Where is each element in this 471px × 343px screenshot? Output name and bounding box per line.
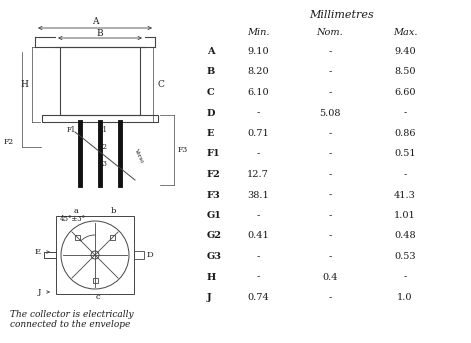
Text: H: H: [20, 80, 28, 89]
Text: b: b: [111, 207, 116, 215]
Text: 6.10: 6.10: [247, 88, 269, 97]
Text: 12.7: 12.7: [247, 170, 269, 179]
Text: -: -: [328, 232, 332, 240]
Text: 41.3: 41.3: [394, 190, 416, 200]
Text: D: D: [147, 251, 154, 259]
Text: J: J: [207, 293, 211, 302]
Text: -: -: [328, 88, 332, 97]
Text: -: -: [403, 272, 406, 282]
Text: a: a: [74, 207, 79, 215]
Bar: [56, 216, 134, 294]
Text: -: -: [328, 293, 332, 302]
Text: 0.41: 0.41: [247, 232, 269, 240]
Text: 9.10: 9.10: [247, 47, 269, 56]
Bar: [134, 251, 144, 259]
Bar: [75, 235, 80, 240]
Text: F3: F3: [207, 190, 221, 200]
Text: 0.53: 0.53: [394, 252, 416, 261]
Text: 5.08: 5.08: [319, 108, 341, 118]
Text: 0.51: 0.51: [394, 150, 416, 158]
Text: -: -: [328, 129, 332, 138]
Text: -: -: [403, 108, 406, 118]
Text: 6.60: 6.60: [394, 88, 416, 97]
Text: Millimetres: Millimetres: [309, 10, 374, 20]
Text: D: D: [207, 108, 215, 118]
Text: F3: F3: [178, 146, 188, 154]
Text: J: J: [38, 288, 41, 296]
Text: B: B: [97, 29, 103, 38]
Text: -: -: [256, 252, 260, 261]
Text: Max.: Max.: [393, 28, 417, 37]
Text: Verso: Verso: [133, 147, 144, 164]
Text: E: E: [35, 248, 41, 256]
Text: -: -: [328, 150, 332, 158]
Text: G3: G3: [98, 160, 108, 168]
Bar: [110, 235, 115, 240]
Text: -: -: [256, 272, 260, 282]
Text: -: -: [256, 150, 260, 158]
Text: 1.0: 1.0: [397, 293, 413, 302]
Text: C: C: [207, 88, 215, 97]
Text: F1: F1: [207, 150, 220, 158]
Text: -: -: [328, 68, 332, 76]
Text: -: -: [328, 190, 332, 200]
Text: B: B: [207, 68, 215, 76]
Text: G3: G3: [207, 252, 222, 261]
Text: 8.20: 8.20: [247, 68, 269, 76]
Text: 9.40: 9.40: [394, 47, 416, 56]
Bar: [42, 115, 158, 122]
Text: E: E: [207, 129, 214, 138]
Text: The collector is electrically
connected to the envelope: The collector is electrically connected …: [10, 310, 134, 329]
Text: 0.48: 0.48: [394, 232, 416, 240]
Text: 0.4: 0.4: [322, 272, 338, 282]
Bar: [92, 277, 97, 283]
Text: c: c: [96, 293, 100, 301]
Text: 45°±3°: 45°±3°: [60, 215, 86, 223]
Text: 0.86: 0.86: [394, 129, 416, 138]
Text: H: H: [207, 272, 216, 282]
Text: F2: F2: [4, 138, 14, 146]
Text: -: -: [256, 108, 260, 118]
Text: -: -: [328, 170, 332, 179]
Text: F2: F2: [207, 170, 221, 179]
Text: A: A: [207, 47, 215, 56]
Text: 0.74: 0.74: [247, 293, 269, 302]
Text: Nom.: Nom.: [317, 28, 343, 37]
Text: C: C: [157, 80, 164, 89]
Text: F1: F1: [67, 126, 76, 134]
Text: 0.71: 0.71: [247, 129, 269, 138]
Text: -: -: [403, 170, 406, 179]
Bar: [60, 47, 140, 115]
Text: 38.1: 38.1: [247, 190, 269, 200]
Text: -: -: [328, 211, 332, 220]
Text: -: -: [328, 252, 332, 261]
Text: G2: G2: [207, 232, 222, 240]
Text: G2: G2: [98, 143, 108, 151]
Text: Min.: Min.: [247, 28, 269, 37]
Text: G1: G1: [207, 211, 222, 220]
Text: A: A: [92, 17, 98, 26]
Text: -: -: [256, 211, 260, 220]
Text: -: -: [328, 47, 332, 56]
Text: 1.01: 1.01: [394, 211, 416, 220]
Text: 8.50: 8.50: [394, 68, 416, 76]
Text: G1: G1: [98, 126, 108, 134]
